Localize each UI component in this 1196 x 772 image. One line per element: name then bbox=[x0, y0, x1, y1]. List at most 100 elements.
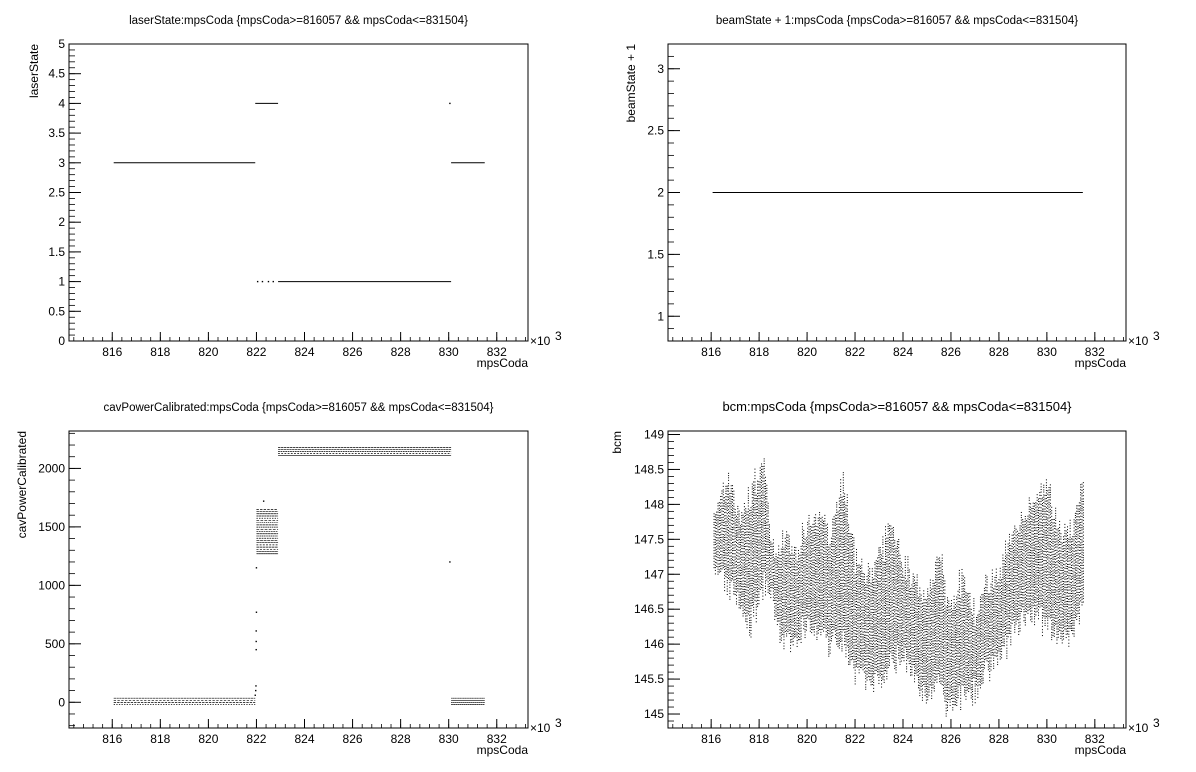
scatter-dot bbox=[842, 611, 844, 613]
scatter-dot bbox=[837, 579, 839, 581]
scatter-dot bbox=[749, 518, 751, 520]
scatter-dot bbox=[820, 520, 822, 522]
scatter-dot bbox=[755, 612, 757, 614]
scatter-dot bbox=[782, 590, 784, 592]
scatter-dot bbox=[747, 528, 749, 530]
scatter-dot bbox=[753, 546, 755, 548]
scatter-dot bbox=[821, 592, 823, 594]
scatter-dot bbox=[717, 521, 719, 523]
scatter-dot bbox=[804, 590, 806, 592]
scatter-dot bbox=[751, 574, 753, 576]
scatter-dot bbox=[751, 565, 753, 567]
scatter-dot bbox=[743, 518, 745, 520]
scatter-dot bbox=[840, 608, 842, 610]
scatter-dot bbox=[799, 587, 801, 589]
scatter-dot bbox=[794, 580, 796, 582]
scatter-dot bbox=[859, 647, 861, 649]
scatter-dot bbox=[768, 579, 770, 581]
scatter-dot bbox=[753, 527, 755, 529]
scatter-dot bbox=[718, 526, 720, 528]
scatter-dot bbox=[848, 552, 850, 554]
scatter-dot bbox=[758, 596, 760, 598]
scatter-dot bbox=[841, 518, 843, 520]
scatter-dot bbox=[803, 566, 805, 568]
scatter-dot bbox=[853, 650, 855, 652]
scatter-dot bbox=[759, 547, 761, 549]
scatter-dot bbox=[791, 633, 793, 635]
scatter-dot bbox=[824, 550, 826, 552]
scatter-dot bbox=[778, 607, 780, 609]
y-tick-label: 3.5 bbox=[48, 126, 65, 140]
scatter-dot bbox=[737, 577, 739, 579]
scatter-dot bbox=[750, 539, 752, 541]
scatter-dot bbox=[844, 523, 846, 525]
scatter-dot bbox=[735, 524, 737, 526]
scatter-dot bbox=[758, 512, 760, 514]
scatter-dot bbox=[766, 522, 768, 524]
scatter-dot bbox=[796, 622, 798, 624]
scatter-dot bbox=[759, 495, 761, 497]
scatter-dot bbox=[739, 569, 741, 571]
scatter-dot bbox=[768, 571, 770, 573]
scatter-dot bbox=[832, 567, 834, 569]
scatter-dot bbox=[825, 628, 827, 630]
scatter-dot bbox=[861, 616, 863, 618]
scatter-dot bbox=[813, 575, 815, 577]
scatter-dot bbox=[722, 482, 724, 484]
x-tick-label: 828 bbox=[391, 732, 411, 746]
scatter-dot bbox=[774, 603, 776, 605]
scatter-dot bbox=[846, 607, 848, 609]
scatter-dot bbox=[724, 502, 726, 504]
scatter-dot bbox=[792, 597, 794, 599]
scatter-dot bbox=[829, 566, 831, 568]
scatter-dot bbox=[801, 559, 803, 561]
scatter-dot bbox=[855, 644, 857, 646]
scatter-dot bbox=[805, 543, 807, 545]
scatter-dot bbox=[764, 527, 766, 529]
scatter-dot bbox=[828, 580, 830, 582]
scatter-dot bbox=[725, 517, 727, 519]
scatter-dot bbox=[803, 612, 805, 614]
scatter-dot bbox=[783, 578, 785, 580]
scatter-dot bbox=[771, 578, 773, 580]
scatter-dot bbox=[794, 572, 796, 574]
scatter-dot bbox=[842, 617, 844, 619]
scatter-dot bbox=[852, 585, 854, 587]
scatter-dot bbox=[720, 524, 722, 526]
scatter-dot bbox=[728, 517, 730, 519]
scatter-dot bbox=[729, 525, 731, 527]
y-tick-label: 148 bbox=[644, 497, 664, 511]
scatter-dot bbox=[750, 520, 752, 522]
scatter-dot bbox=[857, 590, 859, 592]
scatter-dot bbox=[750, 547, 752, 549]
scatter-dot bbox=[797, 580, 799, 582]
scatter-dot bbox=[866, 670, 868, 672]
scatter-dot bbox=[732, 488, 734, 490]
scatter-dot bbox=[759, 472, 761, 474]
scatter-dot bbox=[733, 579, 735, 581]
scatter-dot bbox=[739, 551, 741, 553]
scatter-dot bbox=[796, 637, 798, 639]
scatter-dot bbox=[857, 604, 859, 606]
scatter-dot bbox=[716, 517, 718, 519]
scatter-dot bbox=[714, 569, 716, 571]
scatter-dot bbox=[833, 577, 835, 579]
scatter-dot bbox=[741, 596, 743, 598]
scatter-dot bbox=[718, 534, 720, 536]
scatter-dot bbox=[749, 543, 751, 545]
scatter-dot bbox=[792, 644, 794, 646]
scatter-dot bbox=[840, 496, 842, 498]
scatter-dot bbox=[805, 548, 807, 550]
x-tick-label: 828 bbox=[391, 345, 411, 359]
scatter-dot bbox=[803, 621, 805, 623]
scatter-dot bbox=[859, 573, 861, 575]
scatter-dot bbox=[825, 578, 827, 580]
scatter-dot bbox=[742, 566, 744, 568]
scatter-dot bbox=[849, 651, 851, 653]
scatter-dot bbox=[747, 610, 749, 612]
scatter-dot bbox=[808, 545, 810, 547]
scatter-dot bbox=[782, 568, 784, 570]
scatter-dot bbox=[780, 585, 782, 587]
scatter-dot bbox=[846, 565, 848, 567]
scatter-dot bbox=[825, 589, 827, 591]
